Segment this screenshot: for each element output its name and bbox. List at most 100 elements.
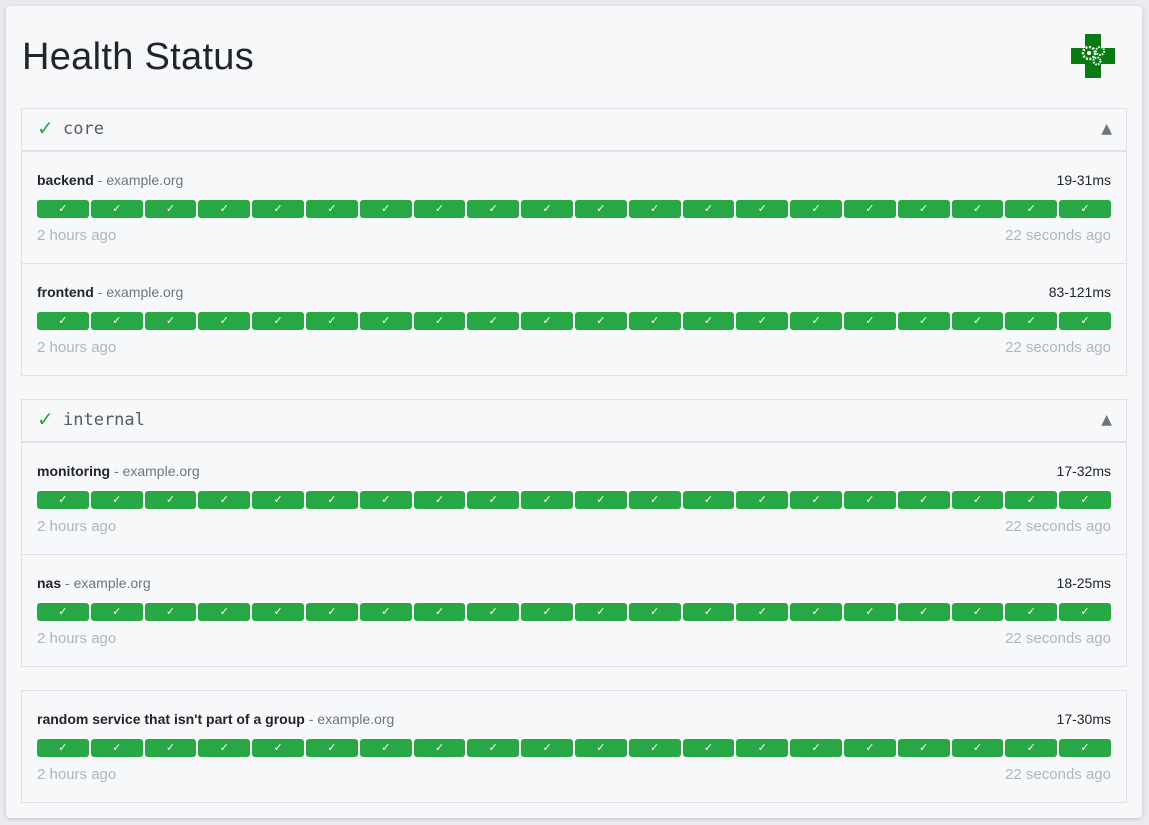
result-bar-success[interactable]: ✓	[467, 312, 520, 330]
result-bar-success[interactable]: ✓	[198, 491, 251, 509]
result-bar-success[interactable]: ✓	[951, 200, 1004, 218]
result-bar-success[interactable]: ✓	[682, 491, 735, 509]
result-bar-success[interactable]: ✓	[790, 603, 842, 621]
result-bar-success[interactable]: ✓	[90, 491, 143, 509]
result-bar-success[interactable]: ✓	[252, 312, 304, 330]
result-bar-success[interactable]: ✓	[90, 739, 143, 757]
result-bar-success[interactable]: ✓	[951, 312, 1004, 330]
result-bar-success[interactable]: ✓	[144, 603, 197, 621]
result-bar-success[interactable]: ✓	[574, 491, 627, 509]
collapse-triangle-icon[interactable]: ▲	[1101, 121, 1112, 137]
result-bar-success[interactable]: ✓	[628, 603, 681, 621]
result-bar-success[interactable]: ✓	[37, 491, 89, 509]
result-bar-success[interactable]: ✓	[144, 491, 197, 509]
result-bar-success[interactable]: ✓	[37, 200, 89, 218]
result-bar-success[interactable]: ✓	[521, 200, 573, 218]
result-bar-success[interactable]: ✓	[1005, 491, 1058, 509]
group-header[interactable]: ✓ core ▲	[22, 109, 1126, 152]
result-bar-success[interactable]: ✓	[682, 739, 735, 757]
group-header[interactable]: ✓ internal ▲	[22, 400, 1126, 443]
result-bar-success[interactable]: ✓	[843, 491, 896, 509]
result-bar-success[interactable]: ✓	[467, 739, 520, 757]
result-bar-success[interactable]: ✓	[37, 603, 89, 621]
result-bar-success[interactable]: ✓	[682, 312, 735, 330]
result-bar-success[interactable]: ✓	[305, 603, 358, 621]
result-bar-success[interactable]: ✓	[628, 491, 681, 509]
result-bar-success[interactable]: ✓	[305, 200, 358, 218]
result-bar-success[interactable]: ✓	[1005, 739, 1058, 757]
result-bar-success[interactable]: ✓	[790, 200, 842, 218]
result-bar-success[interactable]: ✓	[90, 312, 143, 330]
result-bar-success[interactable]: ✓	[413, 491, 466, 509]
result-bar-success[interactable]: ✓	[843, 739, 896, 757]
collapse-triangle-icon[interactable]: ▲	[1101, 412, 1112, 428]
result-bar-success[interactable]: ✓	[1059, 200, 1111, 218]
result-bar-success[interactable]: ✓	[682, 200, 735, 218]
result-bar-success[interactable]: ✓	[198, 603, 251, 621]
result-bar-success[interactable]: ✓	[843, 200, 896, 218]
result-bar-success[interactable]: ✓	[897, 603, 950, 621]
result-bar-success[interactable]: ✓	[574, 200, 627, 218]
result-bar-success[interactable]: ✓	[37, 739, 89, 757]
result-bar-success[interactable]: ✓	[790, 491, 842, 509]
result-bar-success[interactable]: ✓	[359, 739, 412, 757]
result-bar-success[interactable]: ✓	[252, 200, 304, 218]
result-bar-success[interactable]: ✓	[413, 603, 466, 621]
result-bar-success[interactable]: ✓	[252, 491, 304, 509]
result-bar-success[interactable]: ✓	[951, 739, 1004, 757]
result-bar-success[interactable]: ✓	[843, 312, 896, 330]
result-bar-success[interactable]: ✓	[897, 312, 950, 330]
result-bar-success[interactable]: ✓	[736, 491, 789, 509]
result-bar-success[interactable]: ✓	[305, 312, 358, 330]
result-bar-success[interactable]: ✓	[90, 603, 143, 621]
result-bar-success[interactable]: ✓	[521, 312, 573, 330]
result-bar-success[interactable]: ✓	[1005, 312, 1058, 330]
result-bar-success[interactable]: ✓	[951, 491, 1004, 509]
result-bar-success[interactable]: ✓	[951, 603, 1004, 621]
result-bar-success[interactable]: ✓	[736, 603, 789, 621]
result-bar-success[interactable]: ✓	[1059, 312, 1111, 330]
result-bar-success[interactable]: ✓	[198, 312, 251, 330]
result-bar-success[interactable]: ✓	[897, 739, 950, 757]
result-bar-success[interactable]: ✓	[1059, 603, 1111, 621]
result-bar-success[interactable]: ✓	[467, 603, 520, 621]
result-bar-success[interactable]: ✓	[359, 312, 412, 330]
result-bar-success[interactable]: ✓	[682, 603, 735, 621]
result-bar-success[interactable]: ✓	[790, 739, 842, 757]
result-bar-success[interactable]: ✓	[198, 200, 251, 218]
result-bar-success[interactable]: ✓	[144, 312, 197, 330]
result-bar-success[interactable]: ✓	[628, 200, 681, 218]
result-bar-success[interactable]: ✓	[628, 312, 681, 330]
result-bar-success[interactable]: ✓	[1059, 491, 1111, 509]
result-bar-success[interactable]: ✓	[37, 312, 89, 330]
result-bar-success[interactable]: ✓	[413, 739, 466, 757]
result-bar-success[interactable]: ✓	[413, 312, 466, 330]
result-bar-success[interactable]: ✓	[359, 603, 412, 621]
result-bar-success[interactable]: ✓	[574, 312, 627, 330]
result-bar-success[interactable]: ✓	[736, 739, 789, 757]
result-bar-success[interactable]: ✓	[467, 200, 520, 218]
result-bar-success[interactable]: ✓	[574, 739, 627, 757]
result-bar-success[interactable]: ✓	[790, 312, 842, 330]
result-bar-success[interactable]: ✓	[198, 739, 251, 757]
result-bar-success[interactable]: ✓	[252, 739, 304, 757]
result-bar-success[interactable]: ✓	[1005, 603, 1058, 621]
result-bar-success[interactable]: ✓	[144, 739, 197, 757]
result-bar-success[interactable]: ✓	[144, 200, 197, 218]
result-bar-success[interactable]: ✓	[897, 491, 950, 509]
result-bar-success[interactable]: ✓	[90, 200, 143, 218]
result-bar-success[interactable]: ✓	[736, 312, 789, 330]
result-bar-success[interactable]: ✓	[521, 603, 573, 621]
result-bar-success[interactable]: ✓	[305, 739, 358, 757]
result-bar-success[interactable]: ✓	[521, 739, 573, 757]
result-bar-success[interactable]: ✓	[897, 200, 950, 218]
result-bar-success[interactable]: ✓	[1059, 739, 1111, 757]
result-bar-success[interactable]: ✓	[413, 200, 466, 218]
result-bar-success[interactable]: ✓	[359, 200, 412, 218]
result-bar-success[interactable]: ✓	[736, 200, 789, 218]
result-bar-success[interactable]: ✓	[467, 491, 520, 509]
result-bar-success[interactable]: ✓	[359, 491, 412, 509]
result-bar-success[interactable]: ✓	[843, 603, 896, 621]
result-bar-success[interactable]: ✓	[305, 491, 358, 509]
result-bar-success[interactable]: ✓	[574, 603, 627, 621]
